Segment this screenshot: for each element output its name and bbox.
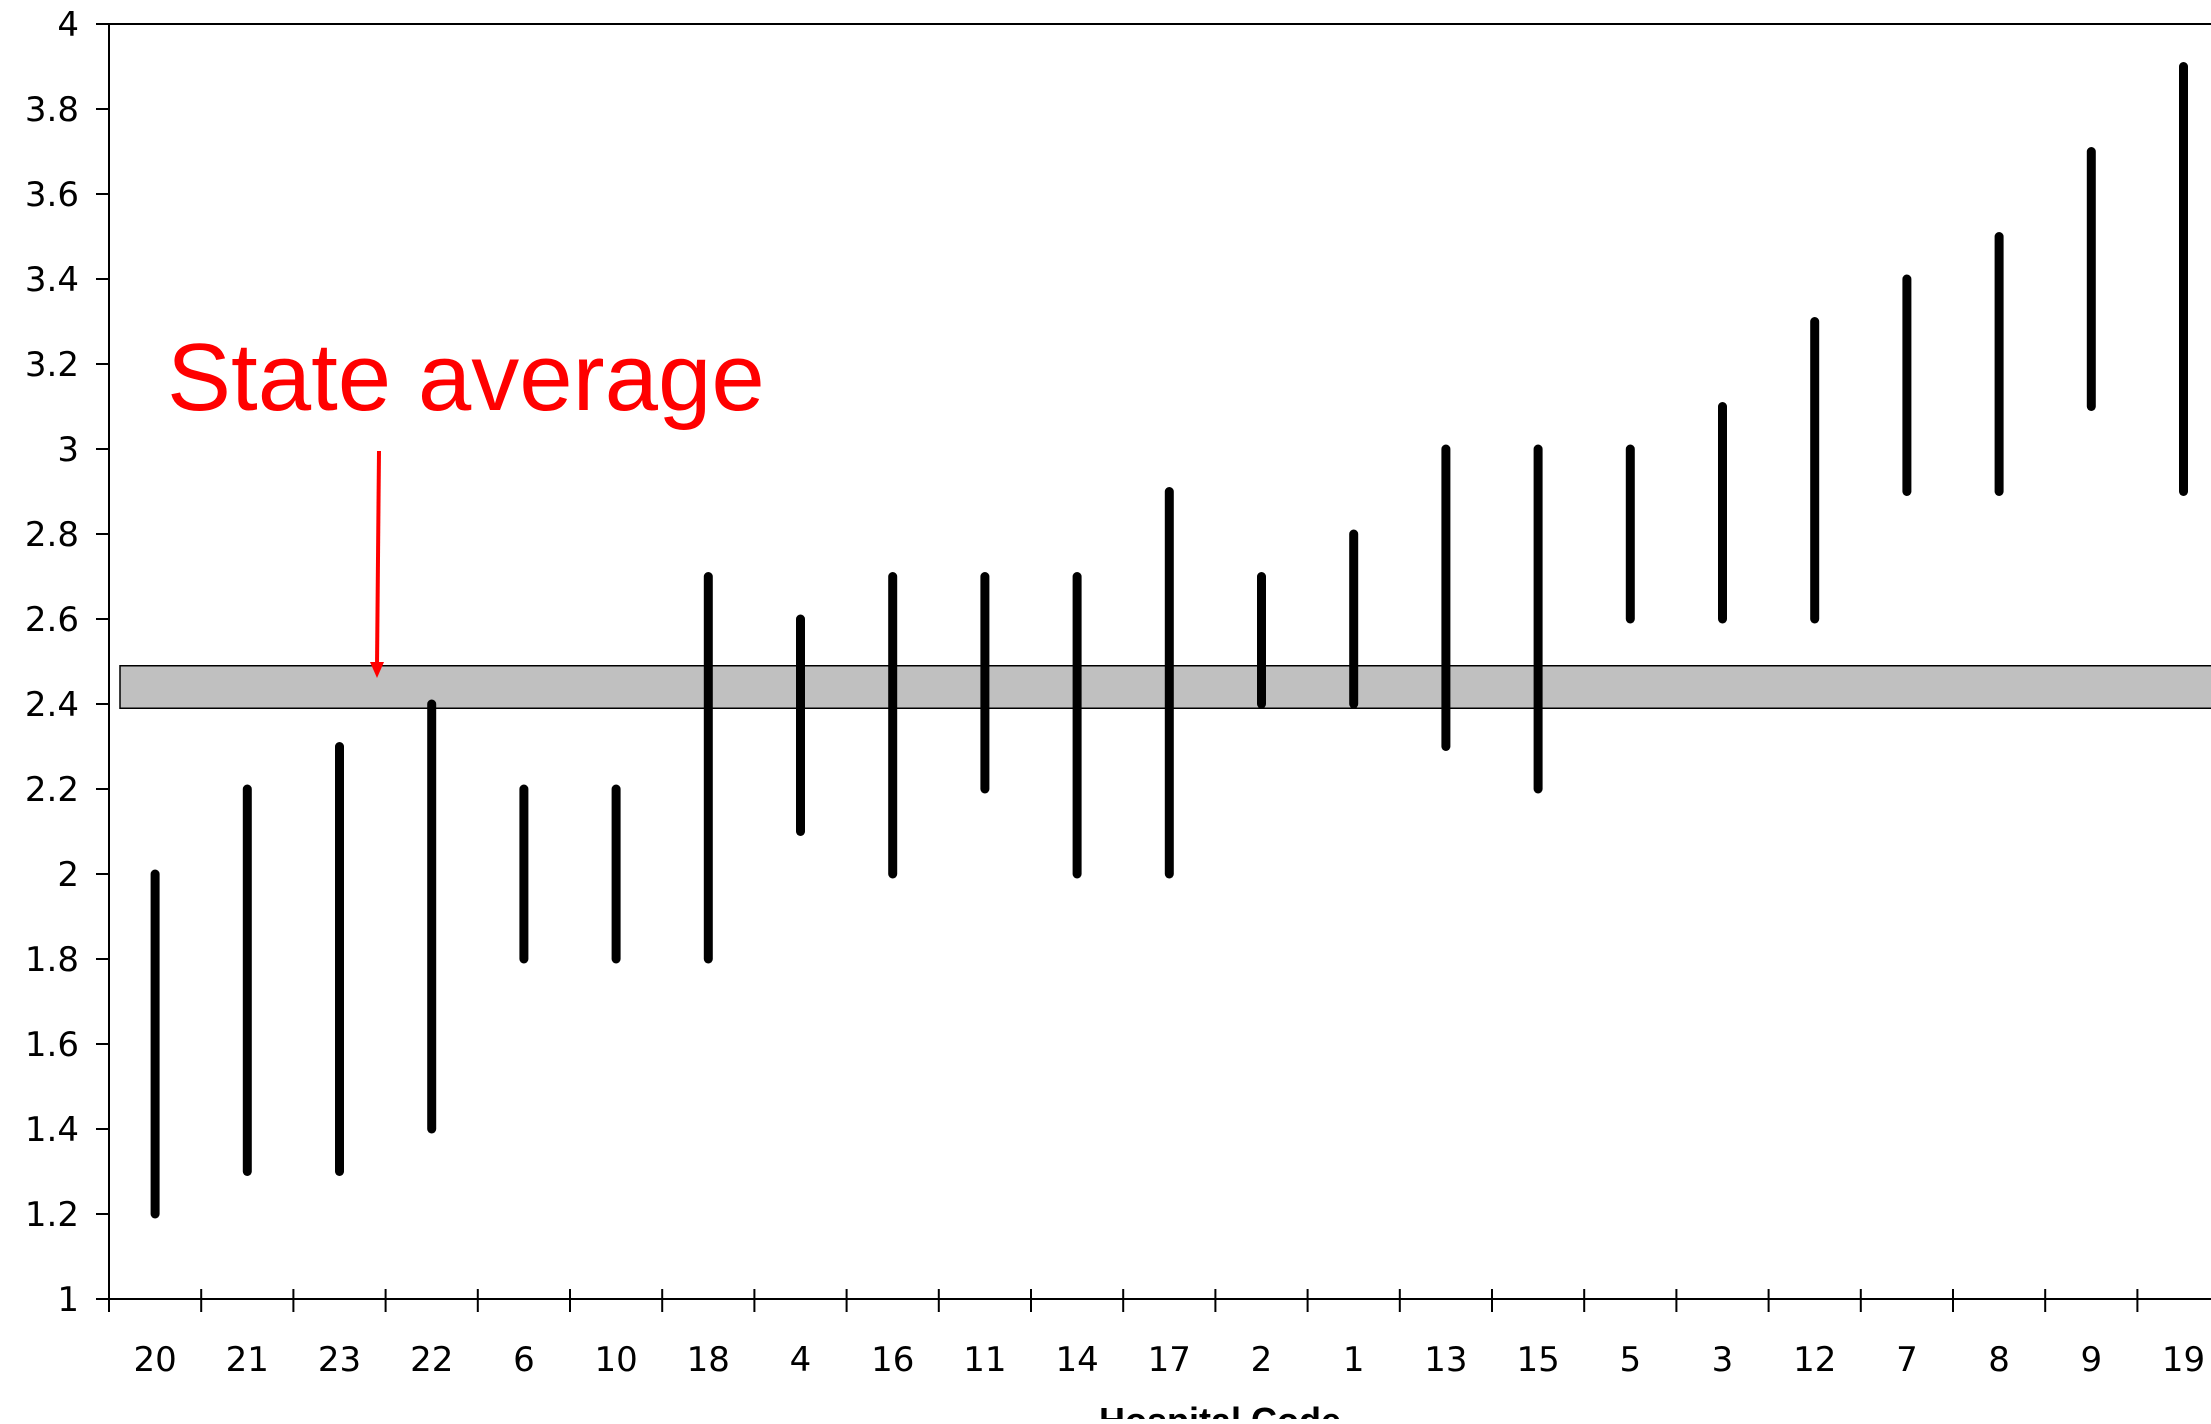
x-tick-label: 17 bbox=[1148, 1340, 1191, 1380]
y-tick-label: 1.6 bbox=[25, 1025, 79, 1065]
x-tick-label: 9 bbox=[2080, 1340, 2102, 1380]
y-tick-label: 2.2 bbox=[25, 770, 79, 810]
arrow-shaft bbox=[375, 450, 381, 667]
x-tick-label: 2 bbox=[1251, 1340, 1273, 1380]
y-axis: 1 1.2 1.4 1.6 1.8 2 2.2 2.4 2.6 2.8 3 3.2 3.4 3.6 3.8 4 bbox=[25, 5, 109, 1320]
y-tick-label: 2.4 bbox=[25, 685, 79, 725]
y-tick-label: 2 bbox=[57, 855, 79, 895]
y-tick-label: 1.4 bbox=[25, 1110, 79, 1150]
x-tick-label: 8 bbox=[1988, 1340, 2010, 1380]
x-tick-label: 7 bbox=[1896, 1340, 1918, 1380]
y-tick-label: 1.8 bbox=[25, 940, 79, 980]
y-tick-label: 4 bbox=[57, 5, 79, 45]
x-tick-label: 23 bbox=[318, 1340, 361, 1380]
x-tick-label: 19 bbox=[2162, 1340, 2205, 1380]
y-tick-label: 3.2 bbox=[25, 345, 79, 385]
y-tick-label: 3 bbox=[57, 430, 79, 470]
y-tick-label: 1 bbox=[57, 1280, 79, 1320]
x-tick-label: 3 bbox=[1712, 1340, 1734, 1380]
x-axis: 20 21 23 22 6 10 18 4 16 11 14 17 2 1 13 15 5 3 12 7 8 9 19 bbox=[108, 1289, 2205, 1380]
range-bars-group bbox=[150, 62, 2188, 1219]
x-axis-title: Hospital Code bbox=[1099, 1400, 1341, 1419]
x-tick-label: 10 bbox=[594, 1340, 637, 1380]
y-tick-label: 2.8 bbox=[25, 515, 79, 555]
x-tick-label: 15 bbox=[1516, 1340, 1559, 1380]
state-average-label: State average bbox=[167, 324, 765, 431]
x-tick-label: 14 bbox=[1055, 1340, 1098, 1380]
y-tick-label: 2.6 bbox=[25, 600, 79, 640]
x-tick-label: 6 bbox=[513, 1340, 535, 1380]
y-tick-label: 1.2 bbox=[25, 1195, 79, 1235]
x-tick-label: 4 bbox=[790, 1340, 812, 1380]
x-tick-label: 21 bbox=[226, 1340, 269, 1380]
x-tick-label: 5 bbox=[1619, 1340, 1641, 1380]
x-tick-label: 20 bbox=[133, 1340, 176, 1380]
arrow-head bbox=[370, 662, 384, 678]
x-tick-label: 13 bbox=[1424, 1340, 1467, 1380]
x-tick-label: 16 bbox=[871, 1340, 914, 1380]
x-tick-label: 11 bbox=[963, 1340, 1006, 1380]
y-tick-label: 3.8 bbox=[25, 90, 79, 130]
x-tick-label: 18 bbox=[687, 1340, 730, 1380]
plot-frame bbox=[108, 23, 2211, 1300]
state-average-arrow bbox=[370, 450, 384, 678]
y-tick-label: 3.6 bbox=[25, 175, 79, 215]
x-tick-label: 12 bbox=[1793, 1340, 1836, 1380]
y-tick-label: 3.4 bbox=[25, 260, 79, 300]
x-tick-label: 1 bbox=[1343, 1340, 1365, 1380]
x-tick-label: 22 bbox=[410, 1340, 453, 1380]
